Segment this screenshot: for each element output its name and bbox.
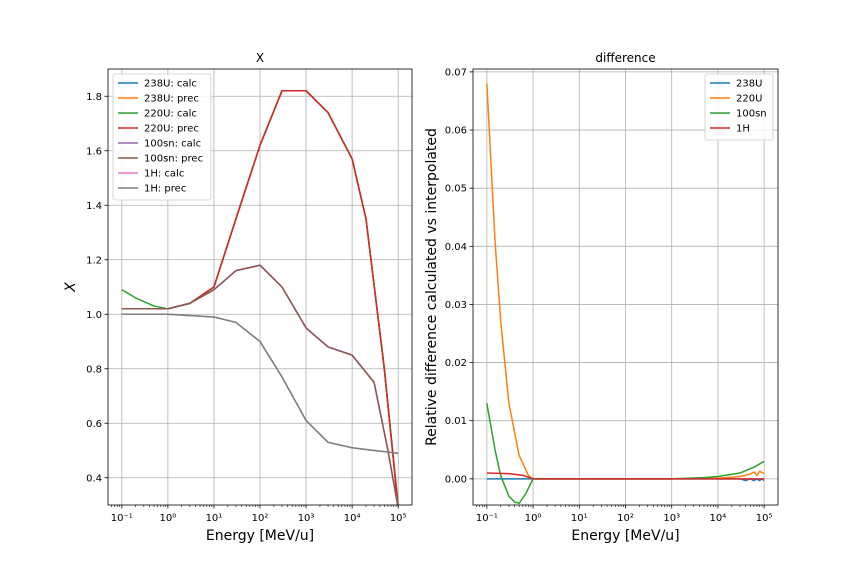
y-tick-label: 0.04 — [445, 242, 467, 253]
x-axis-label: Energy [MeV/u] — [206, 528, 314, 544]
series-line-1h-prec — [121, 313, 399, 454]
chart-title: X — [256, 51, 264, 65]
legend-label: 220U — [736, 94, 762, 105]
series-layer — [121, 90, 399, 505]
y-tick-label: 0.01 — [445, 416, 467, 427]
x-tick-label: 10⁻¹ — [476, 513, 498, 524]
y-ticks: 0.4 0.6 0.8 1.0 1.2 1.4 1.6 1.8 — [86, 92, 108, 484]
x-tick-label: 10⁰ — [160, 513, 177, 524]
y-tick-label: 0.6 — [86, 419, 102, 430]
x-tick-label: 10¹ — [206, 513, 223, 524]
chart-title: difference — [595, 51, 655, 65]
x-tick-label: 10² — [252, 513, 269, 524]
x-tick-label: 10¹ — [571, 513, 588, 524]
y-tick-label: 0.05 — [445, 184, 467, 195]
y-tick-label: 1.0 — [86, 310, 102, 321]
y-tick-label: 0.07 — [445, 67, 467, 78]
legend-box — [704, 73, 774, 141]
legend-label: 220U: prec — [144, 124, 199, 135]
series-line-100sn-prec — [121, 264, 399, 505]
y-tick-label: 0.03 — [445, 300, 467, 311]
x-ticks: 10⁻¹ 10⁰ 10¹ 10² 10³ 10⁴ 10⁵ — [476, 505, 773, 524]
y-tick-label: 0.4 — [86, 473, 102, 484]
x-tick-label: 10⁴ — [710, 513, 727, 524]
y-tick-label: 1.4 — [86, 201, 102, 212]
chart-x: 10⁻¹ 10⁰ 10¹ 10² 10³ 10⁴ 10⁵ 0.4 0.6 0.8 1.0 1.2 1.… — [63, 51, 413, 544]
legend-label: 238U: calc — [144, 79, 197, 90]
legend-label: 100sn: calc — [144, 139, 201, 150]
x-tick-label: 10³ — [298, 513, 315, 524]
legend-label: 1H: calc — [144, 169, 184, 180]
series-layer — [486, 83, 765, 505]
x-tick-label: 10⁵ — [756, 513, 773, 524]
x-tick-label: 10⁵ — [390, 513, 407, 524]
y-axis-label: X — [63, 282, 79, 293]
x-axis-label: Energy [MeV/u] — [571, 528, 679, 544]
x-tick-label: 10⁻¹ — [111, 513, 133, 524]
y-tick-label: 0.06 — [445, 126, 467, 137]
y-tick-label: 0.02 — [445, 358, 467, 369]
x-tick-label: 10⁰ — [525, 513, 542, 524]
y-tick-label: 1.6 — [86, 146, 102, 157]
legend-label: 100sn — [736, 109, 767, 120]
y-tick-label: 1.2 — [86, 255, 102, 266]
y-tick-label: 0.00 — [445, 474, 467, 485]
y-tick-label: 0.8 — [86, 364, 102, 375]
y-ticks: 0.00 0.01 0.02 0.03 0.04 0.05 0.06 0.07 — [445, 67, 473, 485]
legend-label: 100sn: prec — [144, 154, 203, 165]
legend-label: 1H: prec — [144, 184, 186, 195]
legend-box — [112, 73, 212, 201]
x-tick-label: 10⁴ — [344, 513, 361, 524]
legend-label: 238U — [736, 79, 762, 90]
series-line-1h — [486, 472, 765, 480]
y-tick-label: 1.8 — [86, 92, 102, 103]
x-tick-label: 10³ — [663, 513, 680, 524]
x-tick-label: 10² — [617, 513, 634, 524]
legend: 238U: calc 238U: prec 220U: calc 220U: prec… — [112, 73, 212, 201]
legend-label: 1H — [736, 124, 750, 135]
legend-label: 238U: prec — [144, 94, 199, 105]
x-ticks: 10⁻¹ 10⁰ 10¹ 10² 10³ 10⁴ 10⁵ — [111, 505, 407, 524]
legend: 238U 220U 100sn 1H — [704, 73, 774, 141]
chart-difference: 10⁻¹ 10⁰ 10¹ 10² 10³ 10⁴ 10⁵ 0.000.010.020.030… — [424, 51, 779, 544]
y-axis-label: Relative difference calculated vs interp… — [424, 128, 440, 446]
legend-label: 220U: calc — [144, 109, 197, 120]
